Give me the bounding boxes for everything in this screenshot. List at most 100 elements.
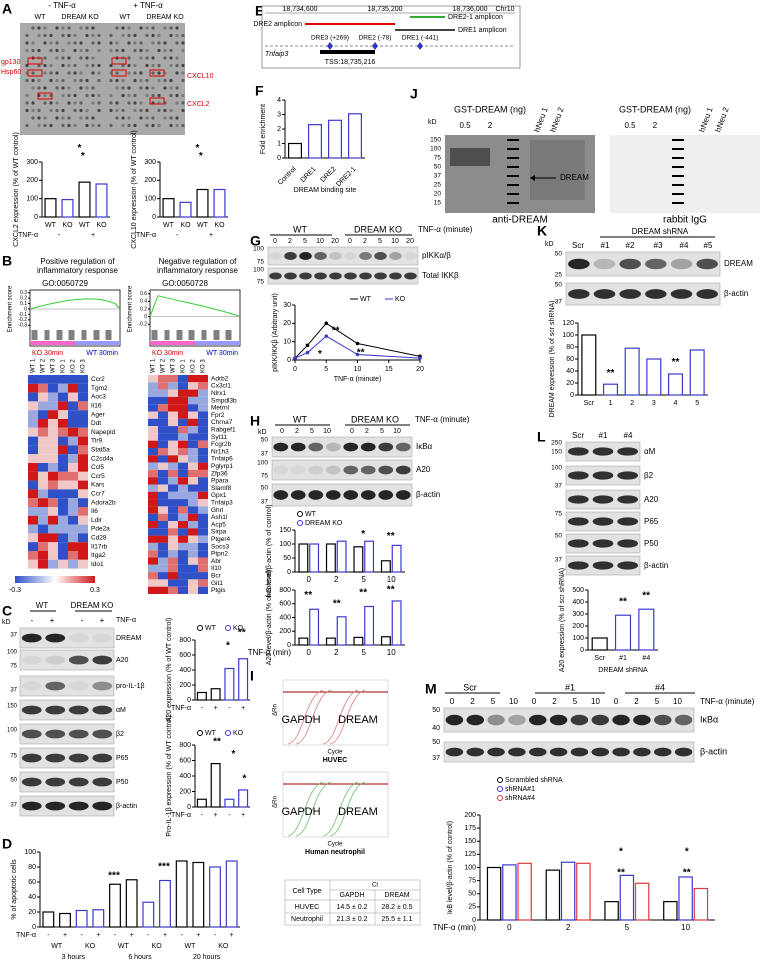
x-tick-label: 10	[387, 648, 396, 657]
array-spot	[67, 116, 71, 120]
highlight	[149, 97, 165, 105]
row-label: 20 hours	[193, 954, 221, 961]
blot-band	[269, 272, 282, 280]
heatmap-cell	[158, 455, 168, 463]
label: 0.3	[90, 587, 100, 594]
significance: **	[333, 598, 341, 609]
label: -	[31, 616, 34, 625]
array-spot	[175, 93, 179, 98]
heatmap-cell	[38, 463, 48, 472]
heatmap-cell	[38, 436, 48, 446]
array-spot	[157, 123, 161, 128]
heatmap-cell	[28, 515, 38, 525]
significance: *	[226, 641, 230, 652]
marker: 37	[261, 499, 269, 506]
label: WT	[293, 224, 307, 234]
marker: 50	[555, 533, 563, 540]
rank-bar	[30, 341, 75, 345]
array-spot	[43, 56, 47, 60]
panel-label: E	[255, 3, 264, 19]
y-tick-label: 125	[464, 851, 476, 858]
label: hNeu 2	[548, 106, 565, 134]
row-label: KO	[218, 943, 229, 950]
y-tick-label: -0.2	[18, 317, 27, 323]
blot-band	[308, 490, 324, 500]
label: +	[100, 616, 105, 625]
label: kD	[545, 241, 554, 248]
column-label: KO 2	[71, 359, 77, 373]
bar	[667, 373, 684, 396]
array-spot	[133, 78, 137, 83]
label: Chr10	[495, 6, 514, 13]
heatmap-cell	[158, 513, 168, 521]
y-axis-label: % of apoptotic cells	[11, 859, 18, 920]
array-spot	[31, 41, 35, 45]
bar	[159, 879, 171, 928]
blot-band	[570, 747, 589, 757]
row-label: -	[147, 932, 150, 939]
bar	[353, 636, 364, 646]
significance: **	[642, 591, 650, 602]
heatmap-cell	[148, 572, 158, 580]
lane-label: 2	[365, 428, 369, 435]
array-spot	[73, 33, 77, 38]
bar	[59, 912, 71, 928]
heatmap-cell	[38, 392, 48, 402]
legend-swatch	[225, 625, 231, 631]
heatmap-cell	[148, 404, 158, 412]
significance: **	[683, 867, 691, 878]
heatmap-cell	[38, 542, 48, 551]
table-cell: 28.2 ± 0.5	[381, 904, 412, 911]
row-label: +	[96, 932, 100, 939]
heatmap-cell	[178, 491, 188, 500]
array-spot	[31, 78, 35, 83]
array-spot	[37, 108, 41, 113]
blot-band	[290, 442, 306, 452]
label: pIKKα/β	[422, 251, 451, 260]
heatmap-cell	[168, 491, 178, 500]
row-label: +	[214, 812, 218, 819]
blot-smear	[530, 140, 585, 200]
array-spot	[109, 78, 113, 83]
heatmap-cell	[148, 469, 158, 478]
blot-band	[299, 272, 312, 280]
heatmap-cell	[158, 557, 168, 565]
array-spot	[55, 41, 59, 45]
gene-label: Acp5	[211, 521, 226, 528]
label: DREAM	[384, 892, 409, 899]
band-label: αM	[116, 707, 126, 714]
label: Cell Type	[292, 888, 321, 895]
heatmap-cell	[48, 480, 58, 490]
table-cell: 21.3 ± 0.2	[336, 916, 367, 923]
array-spot	[43, 123, 47, 128]
column-label: WT 2	[161, 358, 167, 373]
array-spot	[79, 116, 83, 120]
y-tick-label: 200	[572, 623, 584, 630]
label: 0.5	[459, 121, 471, 130]
heatmap-cell	[38, 489, 48, 499]
label: hNeu 1	[697, 106, 714, 134]
label: 18,736,000	[452, 6, 487, 13]
heatmap-cell	[28, 463, 38, 472]
heatmap-cell	[178, 521, 188, 529]
heatmap-cell	[168, 411, 178, 419]
point	[305, 350, 310, 355]
label: Scr	[463, 682, 477, 692]
gene-label: Nr1h3	[211, 448, 229, 455]
blot	[19, 699, 115, 721]
array-spot	[97, 123, 101, 128]
blot-band	[617, 517, 639, 526]
y-axis-label: Fold enrichment	[260, 104, 267, 154]
label: #1	[565, 682, 575, 692]
array-spot	[37, 63, 41, 68]
x-tick-label: KO	[96, 222, 107, 229]
y-axis-label: DREAM expression (% of scr shRNA)	[549, 300, 556, 417]
gene-label: Stat5a	[91, 447, 110, 454]
heatmap-cell	[188, 564, 198, 573]
heatmap-cell	[198, 499, 208, 507]
array-spot	[157, 41, 161, 45]
heatmap-cell	[188, 404, 198, 412]
blot-band	[466, 714, 484, 726]
array-spot	[91, 101, 95, 105]
array-spot	[55, 78, 59, 83]
